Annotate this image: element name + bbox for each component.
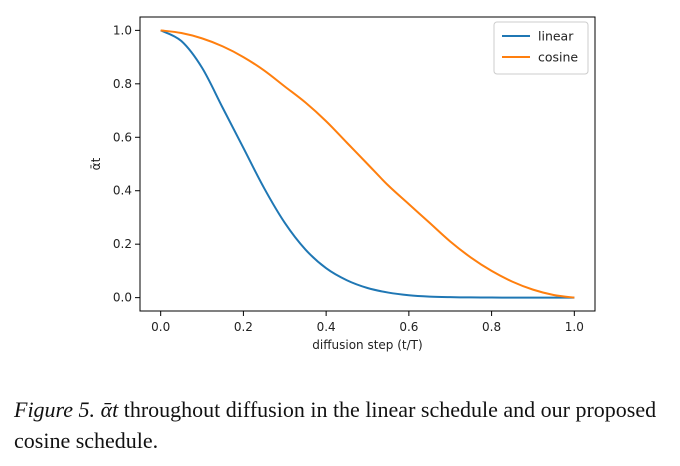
y-axis: 0.0 0.2 0.4 0.6 0.8 1.0 [113,23,140,305]
y-tick-label: 0.4 [113,184,132,198]
x-tick-label: 1.0 [565,320,584,334]
figure-label: Figure 5. [14,397,96,422]
y-tick-label: 0.8 [113,77,132,91]
y-axis-label: ᾱt [89,157,103,170]
y-tick-label: 0.6 [113,130,132,144]
x-axis-label: diffusion step (t/T) [312,338,422,352]
chart: 0.0 0.2 0.4 0.6 0.8 1.0 0.0 0.2 0.4 0.6 0.8 1.0 di… [89,16,596,352]
x-tick-label: 0.6 [399,320,418,334]
x-tick-label: 0.2 [234,320,253,334]
caption-symbol: ᾱt [100,397,119,422]
caption-text: throughout diffusion in the linear sched… [14,397,657,453]
x-axis: 0.0 0.2 0.4 0.6 0.8 1.0 [151,311,584,334]
series-lines [160,29,575,299]
legend-label-cosine: cosine [538,50,578,65]
figure-caption: Figure 5. ᾱt throughout diffusion in the… [14,394,674,456]
legend: linear cosine [493,21,589,75]
y-tick-label: 1.0 [113,23,132,37]
legend-label-linear: linear [538,29,574,44]
y-tick-label: 0.2 [113,237,132,251]
y-tick-label: 0.0 [113,291,132,305]
x-tick-label: 0.8 [482,320,501,334]
x-tick-label: 0.4 [317,320,336,334]
plot-frame [139,16,596,312]
series-line-cosine [160,29,575,299]
x-tick-label: 0.0 [151,320,170,334]
series-line-linear [160,29,575,299]
